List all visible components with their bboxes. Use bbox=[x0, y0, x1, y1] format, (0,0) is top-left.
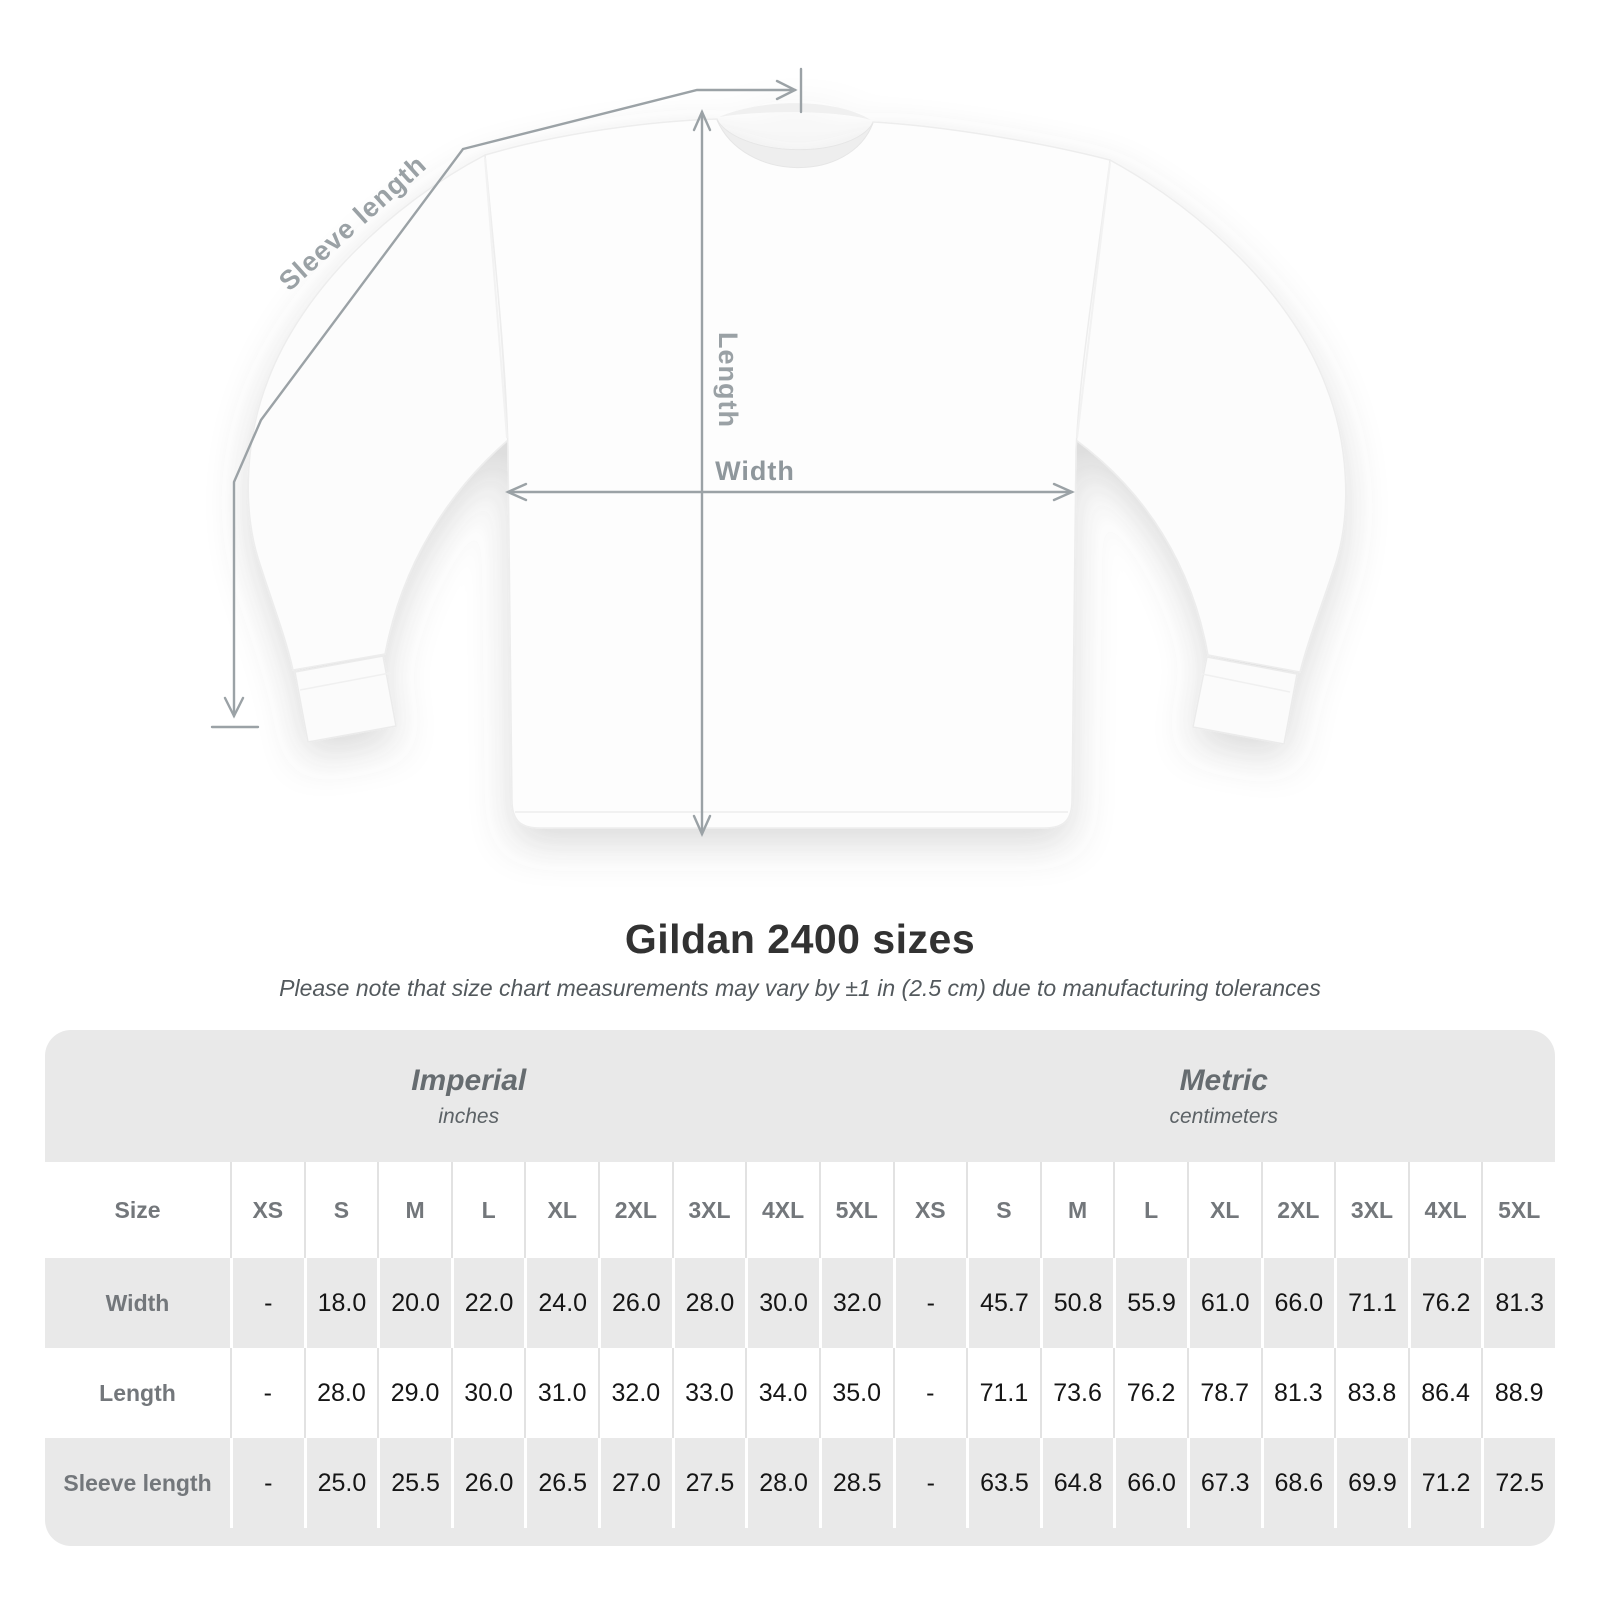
value-cell-imperial: 28.0 bbox=[671, 1258, 746, 1348]
width-label: Width bbox=[715, 456, 795, 486]
unit-group-label: Metric bbox=[1179, 1063, 1268, 1097]
size-header-metric: XL bbox=[1186, 1162, 1261, 1258]
value-cell-imperial: 34.0 bbox=[745, 1348, 819, 1438]
tolerance-note: Please note that size chart measurements… bbox=[279, 975, 1321, 1001]
value-cell-imperial: - bbox=[230, 1348, 304, 1438]
value-cell-metric: 45.7 bbox=[966, 1258, 1040, 1348]
row-label: Length bbox=[45, 1348, 230, 1438]
size-header-imperial: 5XL bbox=[818, 1162, 893, 1258]
size-table: Imperial inches Metric centimeters Size X… bbox=[45, 1030, 1555, 1546]
size-header-imperial: S bbox=[303, 1162, 378, 1258]
page-title: Gildan 2400 sizes bbox=[624, 916, 976, 962]
value-cell-imperial: 30.0 bbox=[450, 1348, 525, 1438]
sleeve-length-line bbox=[210, 67, 803, 729]
size-header-metric: 5XL bbox=[1481, 1162, 1555, 1258]
size-header-imperial: 3XL bbox=[671, 1162, 746, 1258]
value-cell-imperial: 24.0 bbox=[524, 1258, 598, 1348]
value-cell-imperial: 26.0 bbox=[450, 1438, 525, 1528]
value-cell-imperial: 32.0 bbox=[818, 1258, 893, 1348]
value-cell-imperial: 35.0 bbox=[818, 1348, 893, 1438]
size-header-metric: 3XL bbox=[1334, 1162, 1408, 1258]
value-cell-metric: 86.4 bbox=[1407, 1348, 1482, 1438]
shirt-illustration bbox=[210, 67, 1347, 837]
value-cell-metric: - bbox=[892, 1438, 967, 1528]
value-cell-metric: - bbox=[892, 1258, 967, 1348]
value-cell-imperial: 32.0 bbox=[598, 1348, 672, 1438]
size-header-imperial: XS bbox=[230, 1162, 304, 1258]
value-cell-metric: 81.3 bbox=[1481, 1258, 1555, 1348]
value-cell-metric: 66.0 bbox=[1113, 1438, 1187, 1528]
value-cell-imperial: 27.5 bbox=[671, 1438, 746, 1528]
measurement-lines bbox=[210, 67, 1075, 837]
value-cell-metric: 66.0 bbox=[1260, 1258, 1335, 1348]
row-label: Sleeve length bbox=[63, 1469, 212, 1496]
value-cell-metric: 63.5 bbox=[966, 1438, 1040, 1528]
value-cell-metric: - bbox=[892, 1348, 967, 1438]
value-cell-metric: 78.7 bbox=[1186, 1348, 1261, 1438]
size-header-metric: L bbox=[1113, 1162, 1187, 1258]
size-header-metric: S bbox=[966, 1162, 1040, 1258]
value-cell-imperial: 27.0 bbox=[598, 1438, 672, 1528]
size-header-imperial: L bbox=[450, 1162, 525, 1258]
value-cell-imperial: 26.0 bbox=[598, 1258, 672, 1348]
value-cell-imperial: 28.5 bbox=[818, 1438, 893, 1528]
unit-group-sublabel: centimeters bbox=[1169, 1104, 1279, 1128]
value-cell-metric: 71.2 bbox=[1407, 1438, 1482, 1528]
value-cell-metric: 64.8 bbox=[1039, 1438, 1114, 1528]
value-cell-metric: 81.3 bbox=[1260, 1348, 1335, 1438]
size-header-imperial: M bbox=[377, 1162, 451, 1258]
value-cell-imperial: 28.0 bbox=[745, 1438, 819, 1528]
value-cell-metric: 55.9 bbox=[1113, 1258, 1187, 1348]
unit-group-label: Imperial bbox=[411, 1063, 527, 1097]
value-cell-imperial: - bbox=[230, 1438, 304, 1528]
value-cell-imperial: 25.0 bbox=[303, 1438, 378, 1528]
size-table-grid: Imperial inches Metric centimeters Size X… bbox=[45, 1030, 1555, 1528]
heading: Gildan 2400 sizes Please note that size … bbox=[0, 916, 1600, 1002]
shirt-shape bbox=[247, 103, 1347, 829]
value-cell-metric: 73.6 bbox=[1039, 1348, 1114, 1438]
value-cell-metric: 76.2 bbox=[1407, 1258, 1482, 1348]
size-header-imperial: XL bbox=[524, 1162, 599, 1258]
row-label: Width bbox=[105, 1289, 170, 1316]
size-header-metric: 4XL bbox=[1407, 1162, 1482, 1258]
value-cell-metric: 71.1 bbox=[1334, 1258, 1408, 1348]
size-header-imperial: 4XL bbox=[745, 1162, 819, 1258]
value-cell-imperial: 30.0 bbox=[745, 1258, 819, 1348]
value-cell-imperial: 18.0 bbox=[303, 1258, 378, 1348]
value-cell-metric: 71.1 bbox=[966, 1348, 1040, 1438]
size-header-metric: M bbox=[1039, 1162, 1114, 1258]
value-cell-imperial: 31.0 bbox=[524, 1348, 599, 1438]
value-cell-imperial: 26.5 bbox=[524, 1438, 598, 1528]
value-cell-metric: 76.2 bbox=[1113, 1348, 1187, 1438]
unit-group-metric: Metric centimeters bbox=[893, 1030, 1556, 1162]
value-cell-metric: 61.0 bbox=[1186, 1258, 1261, 1348]
value-cell-imperial: 25.5 bbox=[377, 1438, 451, 1528]
value-cell-metric: 72.5 bbox=[1481, 1438, 1555, 1528]
unit-group-sublabel: inches bbox=[438, 1104, 500, 1128]
value-cell-metric: 88.9 bbox=[1481, 1348, 1555, 1438]
value-cell-metric: 68.6 bbox=[1260, 1438, 1335, 1528]
value-cell-metric: 69.9 bbox=[1334, 1438, 1408, 1528]
unit-group-imperial: Imperial inches bbox=[45, 1030, 893, 1162]
value-cell-imperial: 28.0 bbox=[303, 1348, 378, 1438]
size-header-metric: XS bbox=[892, 1162, 967, 1258]
value-cell-metric: 50.8 bbox=[1039, 1258, 1114, 1348]
length-line bbox=[692, 109, 712, 837]
size-header-imperial: 2XL bbox=[598, 1162, 672, 1258]
size-header-metric: 2XL bbox=[1260, 1162, 1335, 1258]
value-cell-metric: 67.3 bbox=[1186, 1438, 1261, 1528]
value-cell-imperial: 20.0 bbox=[377, 1258, 451, 1348]
value-cell-metric: 83.8 bbox=[1334, 1348, 1408, 1438]
length-label: Length bbox=[713, 332, 743, 428]
value-cell-imperial: 33.0 bbox=[671, 1348, 746, 1438]
value-cell-imperial: 22.0 bbox=[450, 1258, 525, 1348]
width-line bbox=[505, 482, 1075, 502]
size-diagram: Sleeve length Length Width bbox=[210, 67, 1347, 837]
value-cell-imperial: - bbox=[230, 1258, 304, 1348]
value-cell-imperial: 29.0 bbox=[377, 1348, 451, 1438]
size-column-header: Size bbox=[45, 1162, 230, 1258]
